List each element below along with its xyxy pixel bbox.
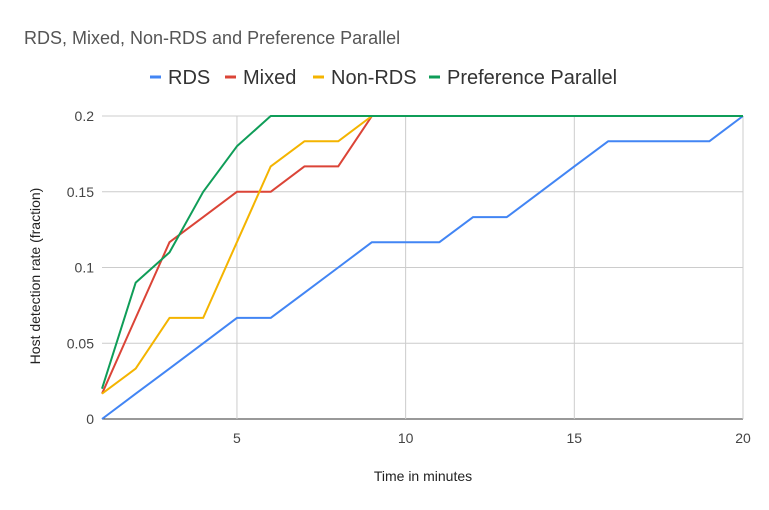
legend-item: Non-RDS	[313, 67, 417, 89]
series-line-rds	[101, 115, 744, 420]
y-tick-label: 0.15	[67, 184, 94, 200]
x-tick-label: 5	[233, 430, 241, 446]
x-axis-title: Time in minutes	[374, 468, 472, 484]
gridlines	[102, 115, 744, 420]
y-axis-title: Host detection rate (fraction)	[27, 188, 43, 365]
chart-title: RDS, Mixed, Non-RDS and Preference Paral…	[24, 28, 400, 48]
legend: RDS Mixed Non-RDS Preference Parallel	[150, 67, 617, 89]
legend-item: Preference Parallel	[429, 67, 617, 89]
y-tick-label: 0.05	[67, 335, 94, 351]
legend-label: Preference Parallel	[447, 67, 617, 89]
series-lines	[101, 115, 744, 420]
y-tick-label: 0	[86, 411, 94, 427]
y-tick-label: 0.2	[75, 108, 95, 124]
series-line-preference-parallel	[101, 115, 743, 390]
legend-item: RDS	[150, 67, 210, 89]
legend-item: Mixed	[225, 67, 296, 89]
y-tick-label: 0.1	[75, 260, 95, 276]
x-axis-ticks: 5 10 15 20	[233, 430, 751, 446]
series-line-non-rds	[101, 115, 743, 395]
x-tick-label: 10	[398, 430, 414, 446]
y-axis-ticks: 0 0.05 0.1 0.15 0.2	[67, 108, 94, 427]
series-line-mixed	[101, 115, 743, 395]
x-tick-label: 20	[735, 430, 751, 446]
x-tick-label: 15	[567, 430, 583, 446]
legend-label: RDS	[168, 67, 210, 89]
legend-label: Mixed	[243, 67, 296, 89]
legend-label: Non-RDS	[331, 67, 417, 89]
